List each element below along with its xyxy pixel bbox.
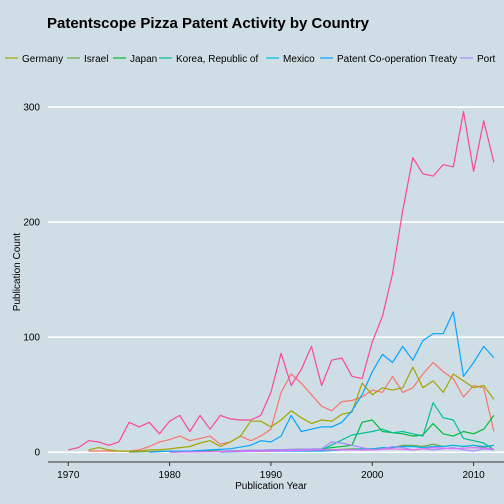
legend-item-3: Japan [113, 54, 157, 65]
series-line-portugal [220, 441, 494, 452]
legend: ceGermanyIsraelJapanKorea, Republic ofMe… [5, 54, 496, 65]
series-layer [68, 110, 495, 453]
series-line-korea-republic-of [270, 402, 495, 452]
legend-label-3: Japan [130, 54, 157, 65]
y-axis: 0 100 200 300 [23, 103, 40, 459]
series-line-germany [88, 366, 495, 452]
legend-label-4: Korea, Republic of [176, 54, 258, 65]
x-axis-title: Publication Year [235, 481, 307, 492]
legend-label-2: Israel [84, 54, 108, 65]
x-axis: 1970 1980 1990 2000 2010 [48, 461, 504, 481]
legend-item-6: Patent Co-operation Treaty [320, 54, 457, 65]
chart-title: Patentscope Pizza Patent Activity by Cou… [47, 15, 370, 32]
series-line-canada [88, 361, 495, 452]
legend-label-6: Patent Co-operation Treaty [337, 54, 457, 65]
y-tick-label-300: 300 [23, 103, 40, 114]
y-tick-label-0: 0 [34, 448, 40, 459]
legend-item-2: Israel [67, 54, 108, 65]
legend-label-5: Mexico [283, 54, 315, 65]
series-line-united-states-of-america [68, 110, 495, 451]
legend-item-5: Mexico [266, 54, 315, 65]
x-tick-label-1970: 1970 [57, 470, 80, 481]
legend-item-7: Port [460, 54, 496, 65]
gridlines [48, 106, 504, 454]
series-line-other [169, 447, 494, 453]
x-tick-label-1980: 1980 [158, 470, 181, 481]
x-tick-label-2000: 2000 [361, 470, 384, 481]
x-tick-label-1990: 1990 [260, 470, 283, 481]
legend-label-1: Germany [22, 54, 63, 65]
legend-label-7: Port [477, 54, 496, 65]
legend-item-4: Korea, Republic of [159, 54, 258, 65]
x-tick-label-2010: 2010 [462, 470, 485, 481]
y-tick-label-100: 100 [23, 333, 40, 344]
legend-item-1: Germany [5, 54, 63, 65]
series-line-patent-co-operation-treaty [149, 311, 495, 453]
y-axis-title: Publication Count [12, 233, 23, 312]
y-tick-label-200: 200 [23, 218, 40, 229]
